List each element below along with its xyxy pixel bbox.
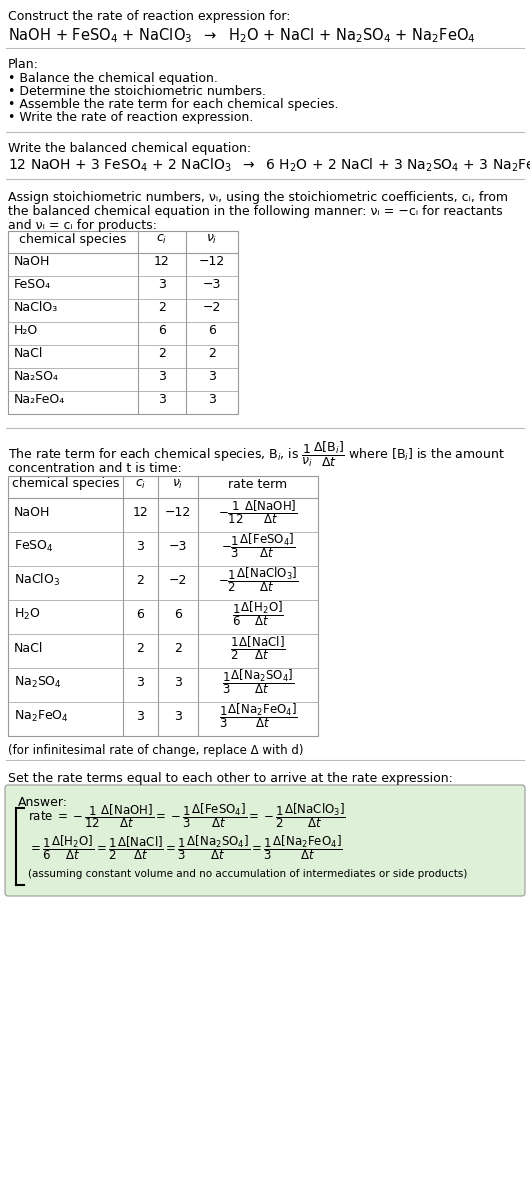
Text: Set the rate terms equal to each other to arrive at the rate expression:: Set the rate terms equal to each other t… bbox=[8, 772, 453, 785]
Text: 6: 6 bbox=[158, 324, 166, 337]
Text: $c_i$: $c_i$ bbox=[156, 232, 167, 246]
Text: Answer:: Answer: bbox=[18, 796, 68, 809]
Text: $-\dfrac{1}{2}\dfrac{\Delta[\mathrm{NaClO_3}]}{\Delta t}$: $-\dfrac{1}{2}\dfrac{\Delta[\mathrm{NaCl… bbox=[218, 566, 298, 595]
Text: 2: 2 bbox=[137, 573, 145, 586]
Text: 2: 2 bbox=[137, 642, 145, 655]
Text: Write the balanced chemical equation:: Write the balanced chemical equation: bbox=[8, 142, 251, 155]
Text: $c_i$: $c_i$ bbox=[135, 478, 146, 490]
Text: $\dfrac{1}{6}\dfrac{\Delta[\mathrm{H_2O}]}{\Delta t}$: $\dfrac{1}{6}\dfrac{\Delta[\mathrm{H_2O}… bbox=[232, 600, 284, 628]
Text: 2: 2 bbox=[208, 347, 216, 360]
Text: $\nu_i$: $\nu_i$ bbox=[172, 478, 184, 490]
Text: $\dfrac{1}{3}\dfrac{\Delta[\mathrm{Na_2SO_4}]}{\Delta t}$: $\dfrac{1}{3}\dfrac{\Delta[\mathrm{Na_2S… bbox=[222, 667, 294, 696]
Text: (assuming constant volume and no accumulation of intermediates or side products): (assuming constant volume and no accumul… bbox=[28, 869, 467, 879]
Text: 12 NaOH + 3 FeSO$_4$ + 2 NaClO$_3$  $\rightarrow$  6 H$_2$O + 2 NaCl + 3 Na$_2$S: 12 NaOH + 3 FeSO$_4$ + 2 NaClO$_3$ $\rig… bbox=[8, 157, 530, 175]
Text: −3: −3 bbox=[203, 278, 221, 291]
Text: −12: −12 bbox=[199, 255, 225, 268]
Text: chemical species: chemical species bbox=[12, 478, 119, 490]
Text: • Balance the chemical equation.: • Balance the chemical equation. bbox=[8, 72, 218, 85]
Text: • Write the rate of reaction expression.: • Write the rate of reaction expression. bbox=[8, 111, 253, 124]
Text: 12: 12 bbox=[154, 255, 170, 268]
Text: −12: −12 bbox=[165, 506, 191, 519]
Text: 3: 3 bbox=[137, 709, 145, 722]
Text: $\dfrac{1}{3}\dfrac{\Delta[\mathrm{Na_2FeO_4}]}{\Delta t}$: $\dfrac{1}{3}\dfrac{\Delta[\mathrm{Na_2F… bbox=[218, 702, 297, 731]
Text: (for infinitesimal rate of change, replace Δ with d): (for infinitesimal rate of change, repla… bbox=[8, 744, 304, 757]
Text: −2: −2 bbox=[203, 301, 221, 314]
Text: $-\dfrac{1}{12}\dfrac{\Delta[\mathrm{NaOH}]}{\Delta t}$: $-\dfrac{1}{12}\dfrac{\Delta[\mathrm{NaO… bbox=[218, 498, 298, 526]
Text: 2: 2 bbox=[158, 347, 166, 360]
FancyBboxPatch shape bbox=[5, 785, 525, 896]
Text: FeSO₄: FeSO₄ bbox=[14, 278, 51, 291]
Text: The rate term for each chemical species, B$_i$, is $\dfrac{1}{\nu_i}\dfrac{\Delt: The rate term for each chemical species,… bbox=[8, 439, 505, 470]
Text: FeSO$_4$: FeSO$_4$ bbox=[14, 538, 54, 554]
Text: 6: 6 bbox=[174, 608, 182, 620]
Text: −3: −3 bbox=[169, 539, 187, 553]
Text: NaOH + FeSO$_4$ + NaClO$_3$  $\rightarrow$  H$_2$O + NaCl + Na$_2$SO$_4$ + Na$_2: NaOH + FeSO$_4$ + NaClO$_3$ $\rightarrow… bbox=[8, 26, 475, 45]
Text: Construct the rate of reaction expression for:: Construct the rate of reaction expressio… bbox=[8, 10, 290, 23]
Text: $-\dfrac{1}{3}\dfrac{\Delta[\mathrm{FeSO_4}]}{\Delta t}$: $-\dfrac{1}{3}\dfrac{\Delta[\mathrm{FeSO… bbox=[221, 532, 295, 560]
Text: 3: 3 bbox=[137, 539, 145, 553]
Text: NaClO$_3$: NaClO$_3$ bbox=[14, 572, 60, 588]
Text: NaOH: NaOH bbox=[14, 255, 50, 268]
Text: 2: 2 bbox=[158, 301, 166, 314]
Text: 3: 3 bbox=[174, 709, 182, 722]
Text: chemical species: chemical species bbox=[19, 232, 127, 246]
Text: NaClO₃: NaClO₃ bbox=[14, 301, 58, 314]
Bar bbox=[8, 476, 318, 736]
Text: 3: 3 bbox=[158, 278, 166, 291]
Text: Na₂FeO₄: Na₂FeO₄ bbox=[14, 393, 65, 406]
Text: rate term: rate term bbox=[228, 478, 288, 490]
Text: 6: 6 bbox=[208, 324, 216, 337]
Text: NaCl: NaCl bbox=[14, 347, 43, 360]
Text: 3: 3 bbox=[174, 675, 182, 689]
Text: H$_2$O: H$_2$O bbox=[14, 607, 41, 621]
Text: the balanced chemical equation in the following manner: νᵢ = −cᵢ for reactants: the balanced chemical equation in the fo… bbox=[8, 205, 502, 218]
Text: −2: −2 bbox=[169, 573, 187, 586]
Text: 3: 3 bbox=[208, 393, 216, 406]
Text: $\nu_i$: $\nu_i$ bbox=[206, 232, 218, 246]
Text: • Determine the stoichiometric numbers.: • Determine the stoichiometric numbers. bbox=[8, 85, 266, 98]
Text: $\dfrac{1}{2}\dfrac{\Delta[\mathrm{NaCl}]}{\Delta t}$: $\dfrac{1}{2}\dfrac{\Delta[\mathrm{NaCl}… bbox=[230, 635, 286, 662]
Text: Na₂SO₄: Na₂SO₄ bbox=[14, 370, 59, 383]
Text: Na$_2$FeO$_4$: Na$_2$FeO$_4$ bbox=[14, 708, 69, 724]
Text: 2: 2 bbox=[174, 642, 182, 655]
Text: 3: 3 bbox=[137, 675, 145, 689]
Text: Assign stoichiometric numbers, νᵢ, using the stoichiometric coefficients, cᵢ, fr: Assign stoichiometric numbers, νᵢ, using… bbox=[8, 191, 508, 203]
Text: Na$_2$SO$_4$: Na$_2$SO$_4$ bbox=[14, 674, 62, 690]
Text: rate $= -\dfrac{1}{12}\dfrac{\Delta[\mathrm{NaOH}]}{\Delta t} = -\dfrac{1}{3}\df: rate $= -\dfrac{1}{12}\dfrac{\Delta[\mat… bbox=[28, 802, 346, 831]
Text: concentration and t is time:: concentration and t is time: bbox=[8, 462, 182, 476]
Text: • Assemble the rate term for each chemical species.: • Assemble the rate term for each chemic… bbox=[8, 98, 339, 111]
Bar bbox=[8, 231, 238, 414]
Text: H₂O: H₂O bbox=[14, 324, 38, 337]
Text: 3: 3 bbox=[158, 393, 166, 406]
Text: $= \dfrac{1}{6}\dfrac{\Delta[\mathrm{H_2O}]}{\Delta t} = \dfrac{1}{2}\dfrac{\Del: $= \dfrac{1}{6}\dfrac{\Delta[\mathrm{H_2… bbox=[28, 833, 343, 862]
Text: 3: 3 bbox=[208, 370, 216, 383]
Text: NaCl: NaCl bbox=[14, 642, 43, 655]
Text: 12: 12 bbox=[132, 506, 148, 519]
Text: NaOH: NaOH bbox=[14, 506, 50, 519]
Text: 3: 3 bbox=[158, 370, 166, 383]
Text: and νᵢ = cᵢ for products:: and νᵢ = cᵢ for products: bbox=[8, 219, 157, 232]
Text: Plan:: Plan: bbox=[8, 58, 39, 71]
Text: 6: 6 bbox=[137, 608, 145, 620]
